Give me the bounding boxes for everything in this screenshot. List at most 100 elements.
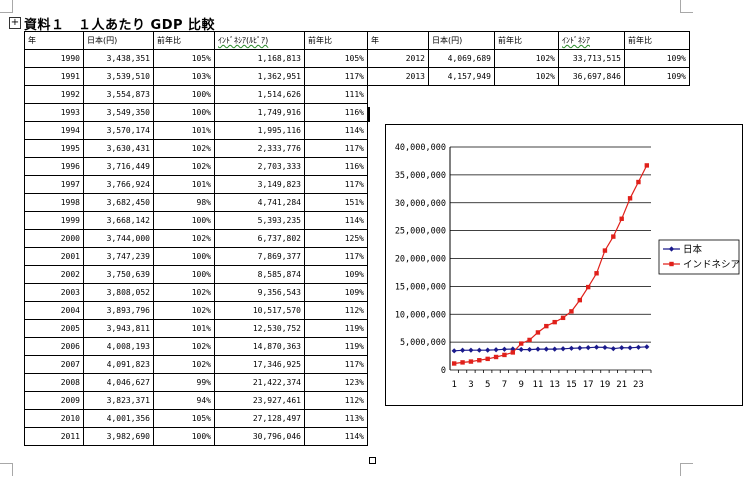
cell-japan-yoy: 103%	[153, 67, 215, 86]
cell-japan-yoy: 102%	[494, 67, 559, 86]
cell-indonesia-gdp: 4,741,284	[214, 193, 305, 212]
table-row: 2011 3,982,690 100% 30,796,046 114%	[24, 427, 368, 446]
cell-japan-yoy: 105%	[153, 409, 215, 428]
cell-indonesia-yoy: 117%	[304, 67, 368, 86]
table-move-handle-icon[interactable]: +	[9, 17, 21, 29]
data-point-indonesia	[510, 350, 516, 355]
x-tick-label: 3	[468, 380, 473, 390]
crop-mark-top-left	[0, 0, 13, 13]
data-point-indonesia	[502, 352, 507, 358]
table-row: 2000 3,744,000 102% 6,737,802 125%	[24, 229, 368, 248]
cell-indonesia-gdp: 2,333,776	[214, 139, 305, 158]
cell-indonesia-yoy: 112%	[304, 301, 368, 320]
cell-indonesia-yoy: 109%	[304, 283, 368, 302]
data-point-japan	[602, 344, 608, 351]
data-point-indonesia	[477, 358, 482, 363]
chart-canvas: 0 5,000,000 10,000,000 15,000,000 20,000,000…	[395, 143, 740, 390]
cell-japan-gdp: 3,682,450	[83, 193, 154, 212]
x-tick-label: 21	[616, 380, 627, 390]
cell-year: 2004	[24, 301, 84, 320]
table-row: 1993 3,549,350 100% 1,749,916 116%	[24, 103, 368, 122]
cell-year: 2010	[24, 409, 84, 428]
data-point-indonesia	[577, 297, 583, 303]
cell-year: 2000	[24, 229, 84, 248]
x-tick-label: 7	[502, 380, 507, 390]
cell-japan-gdp: 4,091,823	[83, 355, 154, 374]
data-point-indonesia	[518, 341, 524, 346]
header-indonesia-yoy: 前年比	[624, 31, 690, 50]
table-resize-handle[interactable]	[369, 457, 376, 464]
cell-indonesia-gdp: 7,869,377	[214, 247, 305, 266]
table-row: 1994 3,570,174 101% 1,995,116 114%	[24, 121, 368, 140]
data-point-indonesia	[602, 248, 608, 253]
cell-year: 2013	[367, 67, 429, 86]
cell-year: 1995	[24, 139, 84, 158]
text-cursor	[367, 107, 370, 122]
series-line-indonesia	[454, 165, 648, 365]
data-point-indonesia	[644, 163, 650, 168]
cell-indonesia-yoy: 109%	[624, 67, 690, 86]
cell-indonesia-gdp: 1,749,916	[214, 103, 305, 122]
header-indonesia-yoy: 前年比	[304, 31, 368, 50]
table-row: 1997 3,766,924 101% 3,149,823 117%	[24, 175, 368, 194]
cell-japan-gdp: 3,668,142	[83, 211, 154, 230]
table-row: 2004 3,893,796 102% 10,517,570 112%	[24, 301, 368, 320]
cell-year: 2002	[24, 265, 84, 284]
data-point-japan	[568, 345, 575, 351]
x-tick-label: 19	[600, 380, 611, 390]
gdp-line-chart[interactable]: 0 5,000,000 10,000,000 15,000,000 20,000,000…	[385, 124, 743, 406]
cell-japan-yoy: 102%	[153, 157, 215, 176]
cell-indonesia-yoy: 109%	[304, 265, 368, 284]
data-point-japan	[518, 346, 524, 353]
data-point-japan	[610, 346, 616, 352]
cell-japan-gdp: 4,069,689	[428, 49, 495, 68]
y-tick-label: 40,000,000	[395, 143, 446, 153]
table-row: 2010 4,001,356 105% 27,128,497 113%	[24, 409, 368, 428]
y-tick-label: 30,000,000	[395, 199, 446, 209]
data-point-indonesia	[460, 360, 465, 365]
y-tick-label: 0	[441, 366, 446, 376]
data-point-indonesia	[485, 356, 490, 362]
cell-japan-yoy: 101%	[153, 121, 215, 140]
cell-indonesia-gdp: 14,870,363	[214, 337, 305, 356]
cell-japan-yoy: 100%	[153, 103, 215, 122]
cell-year: 2012	[367, 49, 429, 68]
data-point-indonesia	[544, 323, 549, 329]
cell-year: 2008	[24, 373, 84, 392]
data-point-indonesia	[552, 319, 557, 325]
data-point-japan	[476, 347, 482, 353]
table-row: 2008 4,046,627 99% 21,422,374 123%	[24, 373, 368, 392]
cell-indonesia-yoy: 117%	[304, 175, 368, 194]
table-row: 2009 3,823,371 94% 23,927,461 112%	[24, 391, 368, 410]
cell-year: 2006	[24, 337, 84, 356]
cell-year: 1994	[24, 121, 84, 140]
legend-box	[658, 239, 740, 275]
x-tick-label: 1	[451, 380, 456, 390]
data-point-indonesia	[611, 234, 616, 239]
cell-year: 2003	[24, 283, 84, 302]
cell-indonesia-yoy: 116%	[304, 157, 368, 176]
table-header-row: 年 日本(円) 前年比 ｲﾝﾄﾞﾈｼｱ 前年比	[367, 31, 690, 50]
x-tick-label: 9	[518, 380, 523, 390]
data-point-indonesia	[493, 354, 499, 360]
cell-indonesia-yoy: 109%	[624, 49, 690, 68]
cell-year: 1998	[24, 193, 84, 212]
x-tick-label: 11	[533, 380, 544, 390]
cell-japan-yoy: 102%	[494, 49, 559, 68]
cell-japan-gdp: 3,750,639	[83, 265, 154, 284]
series-line-japan	[454, 346, 647, 352]
header-indonesia: ｲﾝﾄﾞﾈｼｱ	[558, 31, 625, 50]
cell-year: 2007	[24, 355, 84, 374]
x-tick-label: 23	[633, 380, 644, 390]
cell-indonesia-gdp: 1,514,626	[214, 85, 305, 104]
data-point-japan	[560, 346, 566, 352]
gdp-table-continued: 年 日本(円) 前年比 ｲﾝﾄﾞﾈｼｱ 前年比 2012 4,069,689 102…	[367, 31, 690, 86]
cell-indonesia-yoy: 117%	[304, 139, 368, 158]
cell-indonesia-gdp: 6,737,802	[214, 229, 305, 248]
data-point-japan	[459, 347, 466, 353]
table-row: 2013 4,157,949 102% 36,697,846 109%	[367, 67, 690, 86]
cell-japan-gdp: 3,808,052	[83, 283, 154, 302]
cell-japan-yoy: 100%	[153, 427, 215, 446]
table-row: 2002 3,750,639 100% 8,585,874 109%	[24, 265, 368, 284]
data-point-japan	[543, 346, 549, 352]
